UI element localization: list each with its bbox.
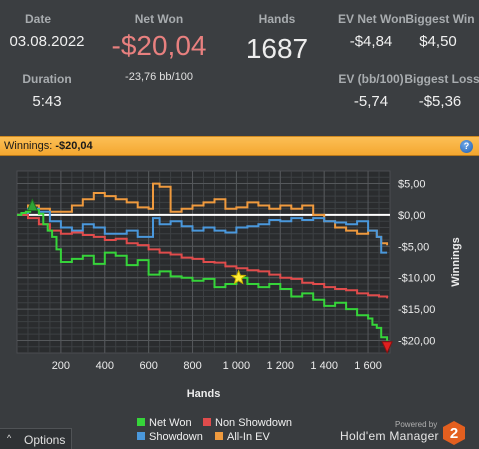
legend-all-in-ev[interactable]: All-In EV (215, 431, 270, 443)
legend-net-won-label: Net Won (149, 417, 192, 429)
duration-value: 5:43 (32, 93, 62, 110)
options-button[interactable]: ^ Options (0, 428, 72, 449)
date-label: Date (24, 12, 51, 26)
x-tick-label: 1 000 (223, 360, 251, 372)
ev-net-won-label: EV Net Won (338, 12, 406, 26)
ev-bb100-value: -5,74 (353, 93, 389, 110)
series-line-net-won (17, 207, 389, 341)
holdem-manager-logo-number: 2 (450, 425, 458, 442)
marker-triangle-down (381, 341, 393, 354)
x-tick-label: 200 (52, 360, 70, 372)
hands-value: 1687 (245, 33, 309, 64)
help-icon[interactable]: ? (460, 140, 473, 153)
legend-all-in-ev-label: All-In EV (227, 431, 270, 443)
net-won-label: Net Won (134, 12, 184, 26)
ev-bb100-label: EV (bb/100) (338, 72, 404, 86)
x-tick-label: 1 400 (310, 360, 338, 372)
biggest-loss-value: -$5,36 (418, 93, 462, 110)
winnings-chart: $5,00 $0,00 -$5,00 -$10,00 -$15,00 -$20,00 200… (0, 157, 479, 449)
x-tick-label: 800 (183, 360, 201, 372)
series-line-non-showdown (17, 213, 389, 299)
x-tick-label: 1 600 (354, 360, 382, 372)
y-tick-label: $0,00 (398, 210, 426, 222)
date-value: 03.08.2022 (9, 33, 85, 50)
biggest-win-label: Biggest Win (405, 12, 475, 26)
hands-label: Hands (258, 12, 296, 26)
legend-non-showdown[interactable]: Non Showdown (203, 417, 292, 429)
legend-showdown[interactable]: Showdown (137, 431, 203, 443)
holdem-manager-name: Hold'em Manager (340, 429, 439, 443)
chevron-up-icon: ^ (7, 433, 12, 443)
biggest-win-value: $4,50 (419, 33, 457, 50)
x-axis-label: Hands (187, 388, 221, 400)
x-tick-label: 400 (96, 360, 114, 372)
legend-all-in-ev-swatch (215, 432, 223, 440)
x-tick-label: 1 200 (267, 360, 295, 372)
y-tick-label: $5,00 (398, 179, 426, 191)
y-tick-label: -$15,00 (398, 304, 435, 316)
winnings-header-bar: Winnings: -$20,04 ? (0, 136, 479, 156)
winnings-title-value: -$20,04 (55, 140, 93, 152)
duration-label: Duration (22, 72, 72, 86)
holdem-manager-logo: 2 (443, 421, 465, 445)
legend-net-won[interactable]: Net Won (137, 417, 192, 429)
series-line-all-in-ev (17, 182, 389, 246)
legend-net-won-swatch (137, 418, 145, 426)
winnings-title: Winnings: -$20,04 (4, 140, 93, 152)
legend-non-showdown-swatch (203, 418, 211, 426)
y-tick-label: -$10,00 (398, 273, 435, 285)
legend-showdown-swatch (137, 432, 145, 440)
stats-panel: Date 03.08.2022 Net Won -$20,04 -23,76 b… (0, 0, 479, 136)
options-label: Options (24, 433, 66, 447)
series-line-showdown (17, 207, 388, 254)
y-axis-label: Winnings (450, 237, 462, 286)
biggest-loss-label: Biggest Loss (404, 72, 479, 86)
x-tick-label: 600 (139, 360, 157, 372)
winnings-title-prefix: Winnings: (4, 140, 53, 152)
y-tick-label: -$20,00 (398, 335, 435, 347)
powered-by-label: Powered by (395, 420, 438, 429)
marker-triangle-up (26, 198, 39, 212)
net-won-value: -$20,04 (111, 30, 207, 61)
winnings-chart-svg: $5,00 $0,00 -$5,00 -$10,00 -$15,00 -$20,00 200… (16, 170, 462, 400)
y-tick-label: -$5,00 (398, 241, 429, 253)
footer (0, 410, 479, 449)
ev-net-won-value: -$4,84 (349, 33, 393, 50)
net-won-bb100: -23,76 bb/100 (125, 71, 193, 83)
legend-non-showdown-label: Non Showdown (215, 417, 293, 429)
legend-showdown-label: Showdown (149, 431, 203, 443)
marker-star (230, 269, 247, 285)
